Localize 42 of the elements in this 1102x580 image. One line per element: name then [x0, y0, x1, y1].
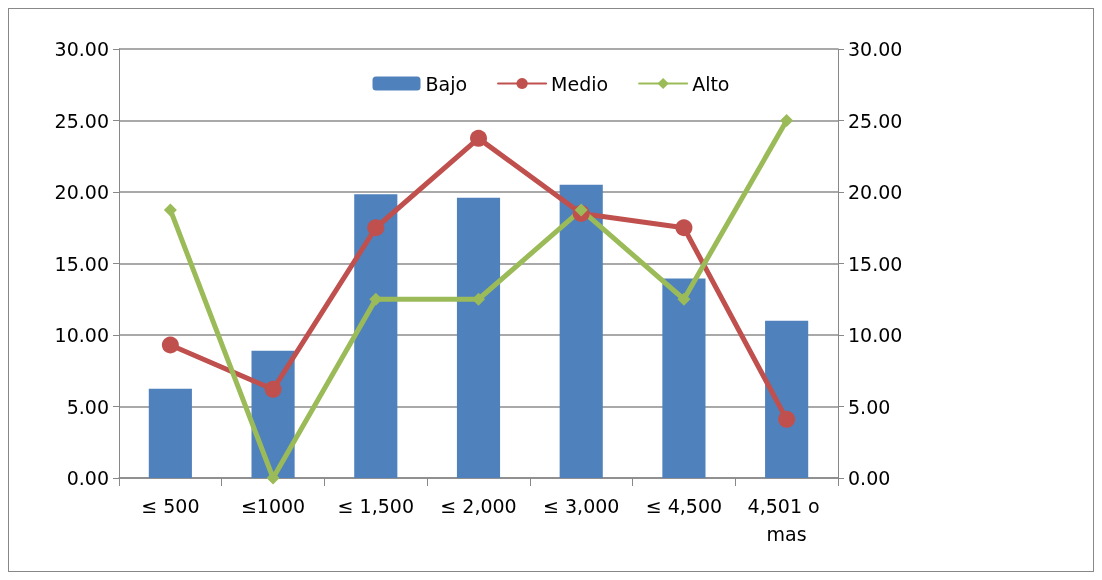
y2-tick-label: 10.00: [848, 324, 903, 346]
point: [264, 380, 282, 398]
y-tick-label: 20.00: [54, 181, 109, 203]
point: [470, 129, 487, 147]
point: [472, 292, 485, 306]
x-tick-label: ≤ 3,000: [543, 495, 620, 517]
point: [266, 471, 280, 485]
y-tick-label: 15.00: [54, 252, 109, 275]
y2-tick-label: 5.00: [848, 395, 891, 418]
legend-label: Bajo: [425, 72, 468, 95]
point: [574, 203, 588, 217]
bar: [148, 388, 192, 478]
y2-tick-label: 20.00: [848, 181, 903, 203]
legend-label: Medio: [551, 72, 609, 95]
y2-tick-label: 15.00: [848, 252, 903, 275]
x-tick-label: ≤ 1,500: [337, 495, 414, 517]
bar: [662, 278, 706, 478]
point: [677, 292, 691, 306]
y-tick-label: 5.00: [66, 395, 109, 418]
y-tick-label: 0.00: [66, 467, 109, 489]
y-tick-label: 30.00: [54, 38, 109, 60]
point: [778, 410, 796, 428]
y-tick-label: 25.00: [54, 109, 109, 132]
point: [780, 114, 794, 127]
bar: [354, 194, 398, 478]
bar: [456, 197, 501, 478]
point: [675, 219, 693, 237]
point: [367, 219, 385, 237]
y2-tick-label: 30.00: [848, 38, 903, 60]
x-tick-label: ≤ 4,500: [645, 495, 723, 517]
y2-tick-label: 25.00: [848, 109, 903, 132]
y-tick-label: 10.00: [54, 324, 109, 346]
bar: [765, 320, 809, 478]
bar: [559, 184, 603, 478]
x-tick-label: ≤1000: [240, 495, 306, 517]
point: [163, 203, 177, 217]
x-tick-label: ≤ 2,000: [440, 495, 517, 517]
x-tick-label: ≤ 500: [141, 495, 200, 517]
point: [161, 336, 179, 354]
x-tick-label: 4,501 o mas: [747, 495, 826, 545]
y2-tick-label: 0.00: [848, 467, 891, 489]
legend-label: Alto: [692, 72, 730, 95]
